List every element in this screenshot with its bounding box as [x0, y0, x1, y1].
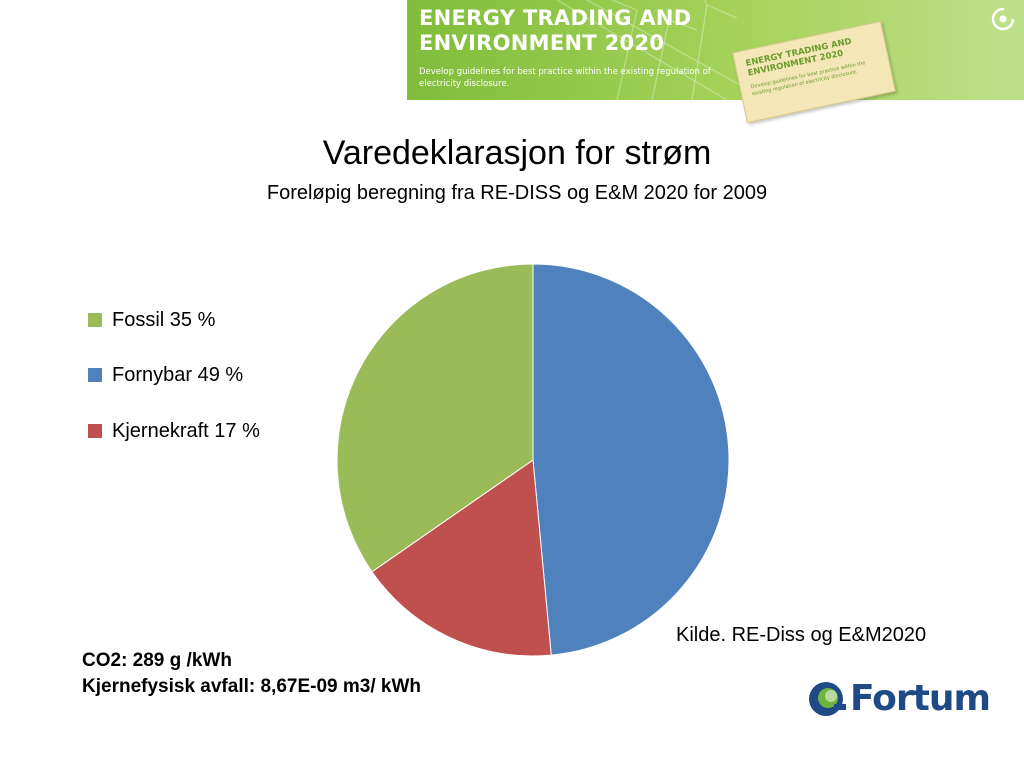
header-banner: ENERGY TRADING AND ENVIRONMENT 2020 Deve…	[407, 0, 1024, 100]
legend-swatch	[88, 424, 102, 438]
source-note: Kilde. RE-Diss og E&M2020	[676, 624, 927, 646]
fortum-logo-mark	[809, 682, 846, 716]
pie-slice-fornybar	[532, 263, 730, 656]
legend-label: Kjernekraft 17 %	[112, 419, 260, 442]
legend-item-fornybar: Fornybar 49 %	[88, 362, 243, 388]
fortum-logo-text: Fortum	[850, 678, 991, 719]
legend-swatch	[88, 313, 102, 327]
chart-subtitle: Foreløpig beregning fra RE-DISS og E&M 2…	[266, 182, 768, 204]
banner-subtitle: Develop guidelines for best practice wit…	[419, 67, 711, 89]
legend-label: Fornybar 49 %	[112, 363, 244, 386]
legend-label: Fossil 35 %	[112, 308, 216, 331]
chart-title: Varedeklarasjon for strøm	[322, 134, 712, 172]
refresh-icon	[991, 7, 1015, 31]
wind-turbine-background	[556, 0, 768, 100]
legend-swatch	[88, 368, 102, 382]
co2-value: CO2: 289 g /kWh	[82, 650, 232, 671]
pie-slice-fossil	[336, 263, 534, 573]
legend-item-kjernekraft: Kjernekraft 17 %	[88, 418, 260, 444]
fortum-logo: Fortum	[806, 676, 991, 726]
legend-item-fossil: Fossil 35 %	[88, 307, 215, 333]
nuclear-waste-value: Kjernefysisk avfall: 8,67E-09 m3/ kWh	[82, 676, 421, 697]
pie-slice-kjernekraft	[371, 459, 552, 657]
banner-title: ENERGY TRADING AND ENVIRONMENT 2020	[419, 6, 692, 55]
